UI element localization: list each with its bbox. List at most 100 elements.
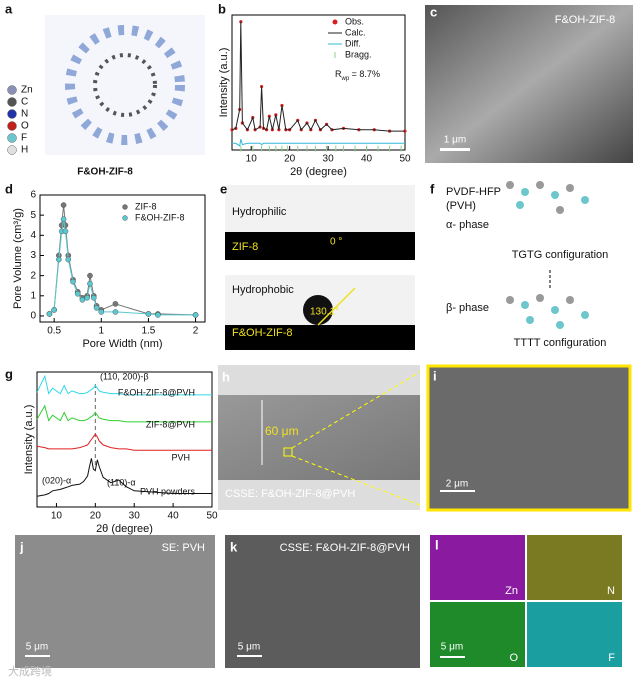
angle-line [317, 287, 356, 326]
x-tick-label: 0.5 [47, 326, 61, 337]
scale-bar [25, 655, 50, 657]
element-map [527, 602, 622, 667]
point [98, 309, 105, 315]
x-tick-label: 30 [323, 154, 335, 165]
x-tick-label: 20 [284, 154, 296, 165]
x-tick-label: 50 [399, 154, 411, 165]
scale-label: 5 μm [238, 642, 260, 653]
point [60, 216, 67, 222]
atom-label: H [21, 145, 28, 156]
point [192, 312, 199, 318]
scale-label: 5 μm [26, 642, 48, 653]
atom-swatch [7, 85, 17, 95]
panel-letter: c [430, 4, 437, 19]
scale-bar [440, 490, 475, 492]
point [65, 256, 72, 263]
y-axis-label: Pore Volume (cm³/g) [12, 208, 24, 309]
point [239, 20, 243, 24]
plot-frame [36, 371, 213, 508]
image-label: SE: PVH [162, 542, 205, 554]
element-label: F [608, 652, 615, 664]
legend-label: Diff. [345, 38, 361, 48]
point [155, 312, 161, 318]
label: PVDF-HFP [446, 186, 501, 198]
point [79, 297, 86, 303]
x-tick-label: 50 [206, 511, 218, 522]
scale-label: 2 μm [446, 479, 468, 490]
point [145, 311, 152, 317]
atom-swatch [7, 109, 17, 119]
molecule [506, 181, 589, 329]
series-line [49, 219, 196, 316]
element-label: O [509, 652, 518, 664]
label: α- phase [446, 219, 489, 231]
legend-label: ZIF-8 [135, 201, 157, 211]
element-label: Zn [505, 585, 518, 597]
series-label: PVH [171, 452, 190, 462]
scale-bar [440, 656, 465, 658]
x-tick-label: 20 [90, 511, 102, 522]
x-tick-label: 10 [246, 154, 258, 165]
annotation: (020)-α [42, 475, 71, 485]
series-line [231, 21, 405, 132]
atom-swatch [7, 145, 17, 155]
x-tick-label: 10 [51, 511, 63, 522]
scale-bar [237, 655, 262, 657]
zoom-line [291, 371, 421, 449]
image-label: CSSE: F&OH-ZIF-8@PVH [280, 542, 410, 554]
angle-label: 0 ° [330, 237, 342, 248]
panel-letter: i [433, 368, 437, 383]
sem-image [425, 5, 633, 163]
plot-frame [39, 194, 206, 323]
sample-label: F&OH-ZIF-8 [232, 327, 293, 339]
membrane [218, 395, 420, 480]
series-line [36, 374, 212, 396]
watermark: 大成跨境 [8, 664, 52, 678]
legend-label: F&OH-ZIF-8 [135, 212, 185, 222]
sem-image [225, 535, 420, 668]
point [87, 280, 93, 287]
legend-label: Obs. [345, 16, 364, 26]
legend-marker [122, 204, 128, 210]
series-line [36, 433, 212, 451]
atom-label: F [21, 133, 27, 144]
x-axis-label: Pore Width (nm) [82, 338, 162, 350]
annotation: (110, 200)-β [100, 371, 149, 381]
y-tick-label: 0 [30, 311, 36, 322]
x-tick-label: 1.5 [141, 326, 155, 337]
y-tick-label: 2 [30, 270, 36, 281]
panel-letter: b [218, 1, 226, 16]
label: Hydrophobic [232, 284, 294, 296]
annotation: (110)-α [107, 477, 136, 487]
sem-image [15, 535, 215, 668]
point [46, 311, 53, 317]
x-axis-label: 2θ (degree) [96, 523, 153, 535]
image-label: F&OH-ZIF-8 [555, 14, 616, 26]
y-axis-label: Intensity (a.u.) [218, 48, 230, 118]
atom-label: O [21, 121, 29, 132]
point [60, 202, 67, 208]
point [112, 301, 119, 307]
series-label: F&OH-ZIF-8@PVH [118, 387, 195, 397]
element-map [527, 535, 622, 600]
panel-letter: j [19, 539, 24, 554]
y-tick-label: 5 [30, 210, 36, 221]
series-line [232, 139, 405, 147]
point [74, 290, 81, 297]
series-label: ZIF-8@PVH [146, 419, 195, 429]
zoom-image [426, 364, 632, 512]
panel-letter: d [5, 181, 13, 196]
element-label: N [607, 585, 615, 597]
atom-label: C [21, 97, 28, 108]
panel-letter: k [230, 539, 238, 554]
y-tick-label: 4 [30, 230, 36, 241]
panel-letter: a [5, 1, 13, 16]
legend-marker [332, 19, 338, 25]
panel-letter: h [222, 369, 230, 384]
zoom-line [291, 455, 421, 506]
series-line [36, 404, 212, 423]
point [51, 307, 57, 313]
point [62, 222, 69, 229]
panel-letter: f [430, 181, 435, 196]
